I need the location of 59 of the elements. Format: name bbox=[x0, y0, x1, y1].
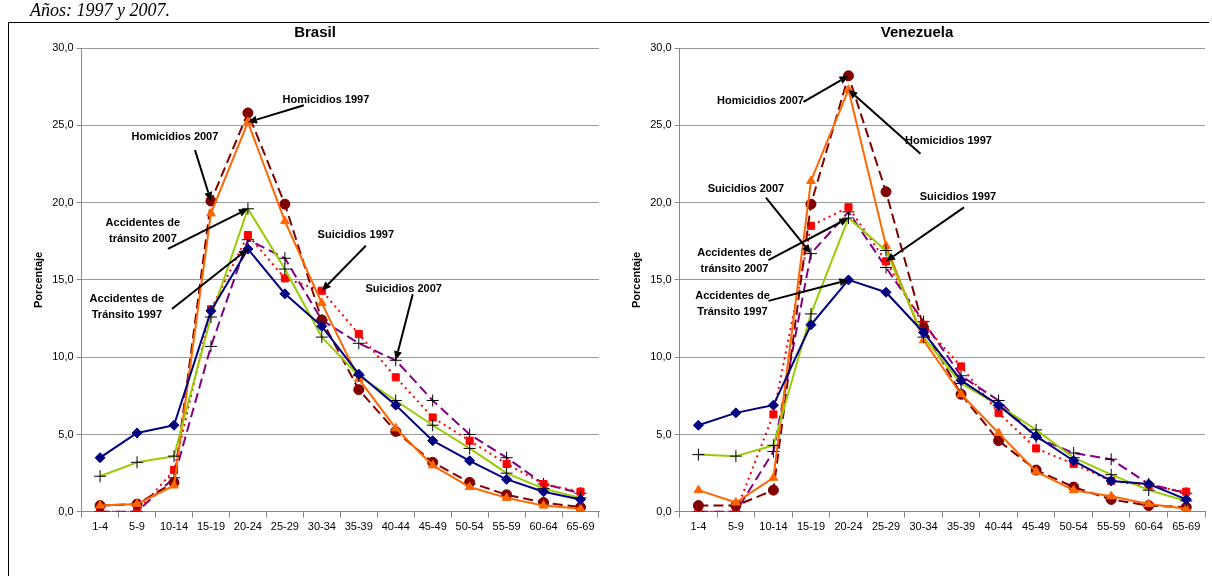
text: Homicidios 2007 bbox=[717, 92, 804, 108]
y-tick-label: 10,0 bbox=[650, 350, 672, 363]
x-tick-label: 60-64 bbox=[1134, 520, 1163, 533]
text: Accidentes de tránsito 2007 bbox=[104, 214, 182, 246]
text: Accidentes de Tránsito 1997 bbox=[694, 287, 771, 319]
y-axis-title: Porcentaje bbox=[31, 251, 44, 309]
y-tick-label: 20,0 bbox=[650, 195, 672, 208]
text: Suicidios 1997 bbox=[317, 226, 395, 242]
x-tick-label: 1-4 bbox=[690, 520, 707, 533]
y-tick-label: 20,0 bbox=[52, 195, 74, 208]
y-tick-label: 15,0 bbox=[52, 272, 74, 285]
text: Suicidios 1997 bbox=[919, 189, 997, 205]
x-tick-label: 25-29 bbox=[270, 520, 299, 533]
x-tick-label: 20-24 bbox=[233, 520, 262, 533]
y-tick-label: 25,0 bbox=[52, 118, 74, 131]
y-tick-label: 0,0 bbox=[656, 504, 672, 517]
x-tick-label: 10-14 bbox=[759, 520, 788, 533]
x-tick-label: 50-54 bbox=[455, 520, 484, 533]
x-tick-label: 65-69 bbox=[1172, 520, 1201, 533]
chart-title: Venezuela bbox=[880, 23, 954, 41]
y-tick-label: 30,0 bbox=[650, 41, 672, 54]
y-tick-label: 5,0 bbox=[656, 427, 672, 440]
x-tick-label: 5-9 bbox=[129, 520, 145, 533]
x-tick-label: 60-64 bbox=[529, 520, 558, 533]
text: Accidentes de tránsito 2007 bbox=[696, 245, 773, 277]
x-tick-label: 40-44 bbox=[984, 520, 1013, 533]
x-tick-label: 65-69 bbox=[566, 520, 595, 533]
y-tick-label: 25,0 bbox=[650, 118, 672, 131]
y-axis-title: Porcentaje bbox=[629, 251, 642, 309]
x-tick-label: 30-34 bbox=[909, 520, 938, 533]
text: Años: 1997 y 2007. bbox=[30, 0, 170, 20]
x-tick-label: 35-39 bbox=[344, 520, 373, 533]
y-tick-label: 10,0 bbox=[52, 350, 74, 363]
series-label: Homicidios 2007 bbox=[131, 129, 219, 145]
y-tick-label: 30,0 bbox=[52, 41, 74, 54]
text: Homicidios 1997 bbox=[905, 132, 992, 148]
y-tick-label: 5,0 bbox=[58, 427, 74, 440]
x-tick-label: 50-54 bbox=[1059, 520, 1088, 533]
chart-title: Brasil bbox=[294, 23, 336, 41]
x-tick-label: 15-19 bbox=[796, 520, 826, 533]
x-tick-label: 10-14 bbox=[159, 520, 189, 533]
text: Suicidios 2007 bbox=[707, 180, 785, 196]
x-tick-label: 30-34 bbox=[307, 520, 336, 533]
x-tick-label: 5-9 bbox=[727, 520, 744, 533]
x-tick-label: 55-59 bbox=[492, 520, 521, 533]
x-tick-label: 35-39 bbox=[947, 520, 976, 533]
text: Homicidios 1997 bbox=[282, 92, 370, 108]
x-tick-label: 45-49 bbox=[1022, 520, 1051, 533]
x-tick-label: 55-59 bbox=[1097, 520, 1126, 533]
x-tick-label: 40-44 bbox=[381, 520, 410, 533]
x-tick-label: 15-19 bbox=[196, 520, 226, 533]
text: Accidentes de Tránsito 1997 bbox=[88, 290, 166, 322]
x-tick-label: 1-4 bbox=[92, 520, 109, 533]
x-tick-label: 25-29 bbox=[871, 520, 901, 533]
y-tick-label: 15,0 bbox=[650, 272, 672, 285]
text: Suicidios 2007 bbox=[365, 281, 442, 297]
y-tick-label: 0,0 bbox=[58, 504, 74, 517]
x-tick-label: 45-49 bbox=[418, 520, 447, 533]
x-tick-label: 20-24 bbox=[834, 520, 863, 533]
